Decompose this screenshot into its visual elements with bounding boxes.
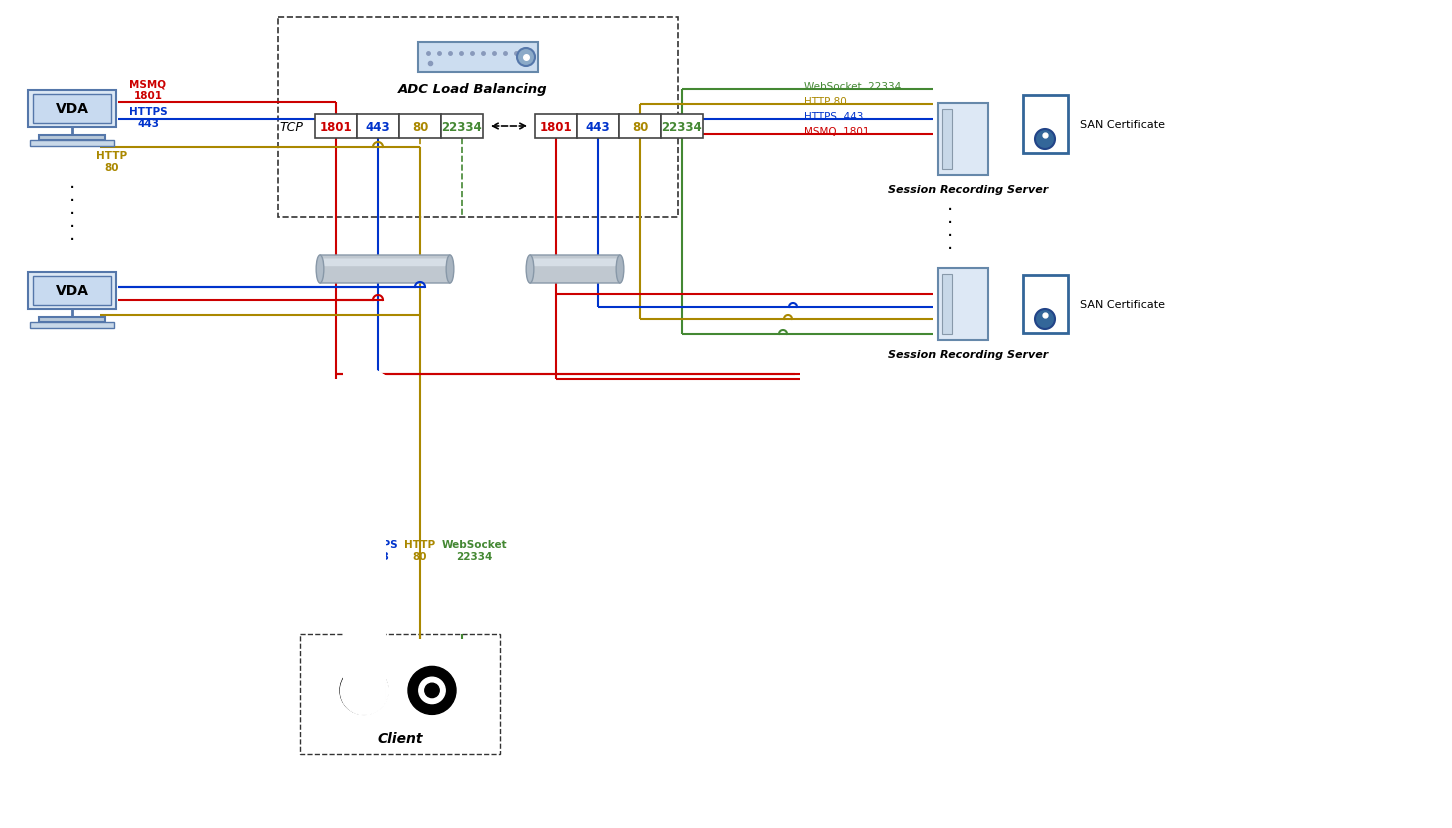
FancyBboxPatch shape [319, 259, 450, 267]
FancyBboxPatch shape [530, 259, 620, 267]
Text: 80: 80 [412, 120, 428, 133]
Bar [33, 94, 110, 123]
Text: ·: · [68, 205, 76, 224]
Text: Session Recording Server: Session Recording Server [887, 349, 1048, 359]
Text: ·: · [947, 214, 953, 232]
Ellipse shape [616, 256, 624, 284]
Circle shape [354, 681, 373, 700]
Text: SAN Certificate: SAN Certificate [1080, 120, 1165, 130]
Text: SAN Certificate: SAN Certificate [1080, 300, 1165, 310]
Circle shape [425, 683, 439, 698]
Text: 22334: 22334 [662, 120, 703, 133]
Text: MSMQ
1801: MSMQ 1801 [129, 79, 167, 101]
Text: HTTPS
443: HTTPS 443 [129, 107, 167, 128]
Bar [942, 275, 953, 335]
Text: Session Recording Server: Session Recording Server [887, 185, 1048, 195]
Text: ·: · [68, 178, 76, 197]
Text: 1801: 1801 [540, 120, 572, 133]
Text: Client: Client [378, 731, 423, 745]
Text: TCP: TCP [279, 120, 303, 133]
Circle shape [517, 49, 534, 67]
Text: ·: · [68, 217, 76, 236]
Text: ·: · [947, 200, 953, 219]
Text: WebSocket
22334: WebSocket 22334 [441, 540, 507, 561]
Ellipse shape [526, 256, 534, 284]
Text: 22334: 22334 [441, 120, 482, 133]
Bar [938, 268, 987, 340]
Text: HTTP
80: HTTP 80 [405, 540, 436, 561]
Text: ·: · [68, 230, 76, 249]
Bar [534, 115, 576, 139]
Ellipse shape [446, 256, 454, 284]
Bar [33, 277, 110, 306]
Bar [28, 90, 116, 128]
Text: ·: · [947, 239, 953, 258]
Ellipse shape [317, 256, 324, 284]
Circle shape [1035, 130, 1056, 150]
Bar [277, 18, 678, 218]
Text: HTTPS  443: HTTPS 443 [804, 112, 864, 122]
Text: MSMQ  1801: MSMQ 1801 [804, 127, 870, 137]
Bar [441, 115, 484, 139]
Text: ·: · [68, 191, 76, 210]
FancyBboxPatch shape [530, 256, 620, 284]
Text: 443: 443 [585, 120, 610, 133]
Text: HTTPS
443: HTTPS 443 [359, 540, 398, 561]
Bar [576, 115, 619, 139]
Bar [942, 110, 953, 170]
Circle shape [408, 667, 456, 715]
Bar [399, 115, 441, 139]
Bar [1022, 96, 1067, 154]
Text: VDA: VDA [55, 284, 89, 298]
Text: HTTP 80: HTTP 80 [804, 97, 847, 107]
Bar [1022, 276, 1067, 334]
Bar [418, 43, 539, 73]
Bar [39, 136, 106, 141]
Bar [315, 115, 357, 139]
Circle shape [418, 677, 446, 704]
Bar [619, 115, 661, 139]
Bar [661, 115, 703, 139]
FancyBboxPatch shape [319, 256, 450, 284]
Circle shape [340, 667, 388, 715]
Bar [938, 104, 987, 176]
Text: 443: 443 [366, 120, 391, 133]
Bar [39, 317, 106, 323]
Text: 80: 80 [632, 120, 648, 133]
Text: WebSocket  22334: WebSocket 22334 [804, 82, 902, 92]
Text: 1801: 1801 [319, 120, 353, 133]
Bar [301, 634, 499, 754]
Bar [29, 141, 115, 147]
Bar [28, 272, 116, 310]
Text: VDA: VDA [55, 102, 89, 116]
Circle shape [1035, 310, 1056, 330]
Text: ·: · [947, 226, 953, 245]
Text: HTTP
80: HTTP 80 [96, 151, 128, 172]
Bar [29, 323, 115, 328]
Text: ADC Load Balancing: ADC Load Balancing [398, 83, 547, 95]
Bar [357, 115, 399, 139]
